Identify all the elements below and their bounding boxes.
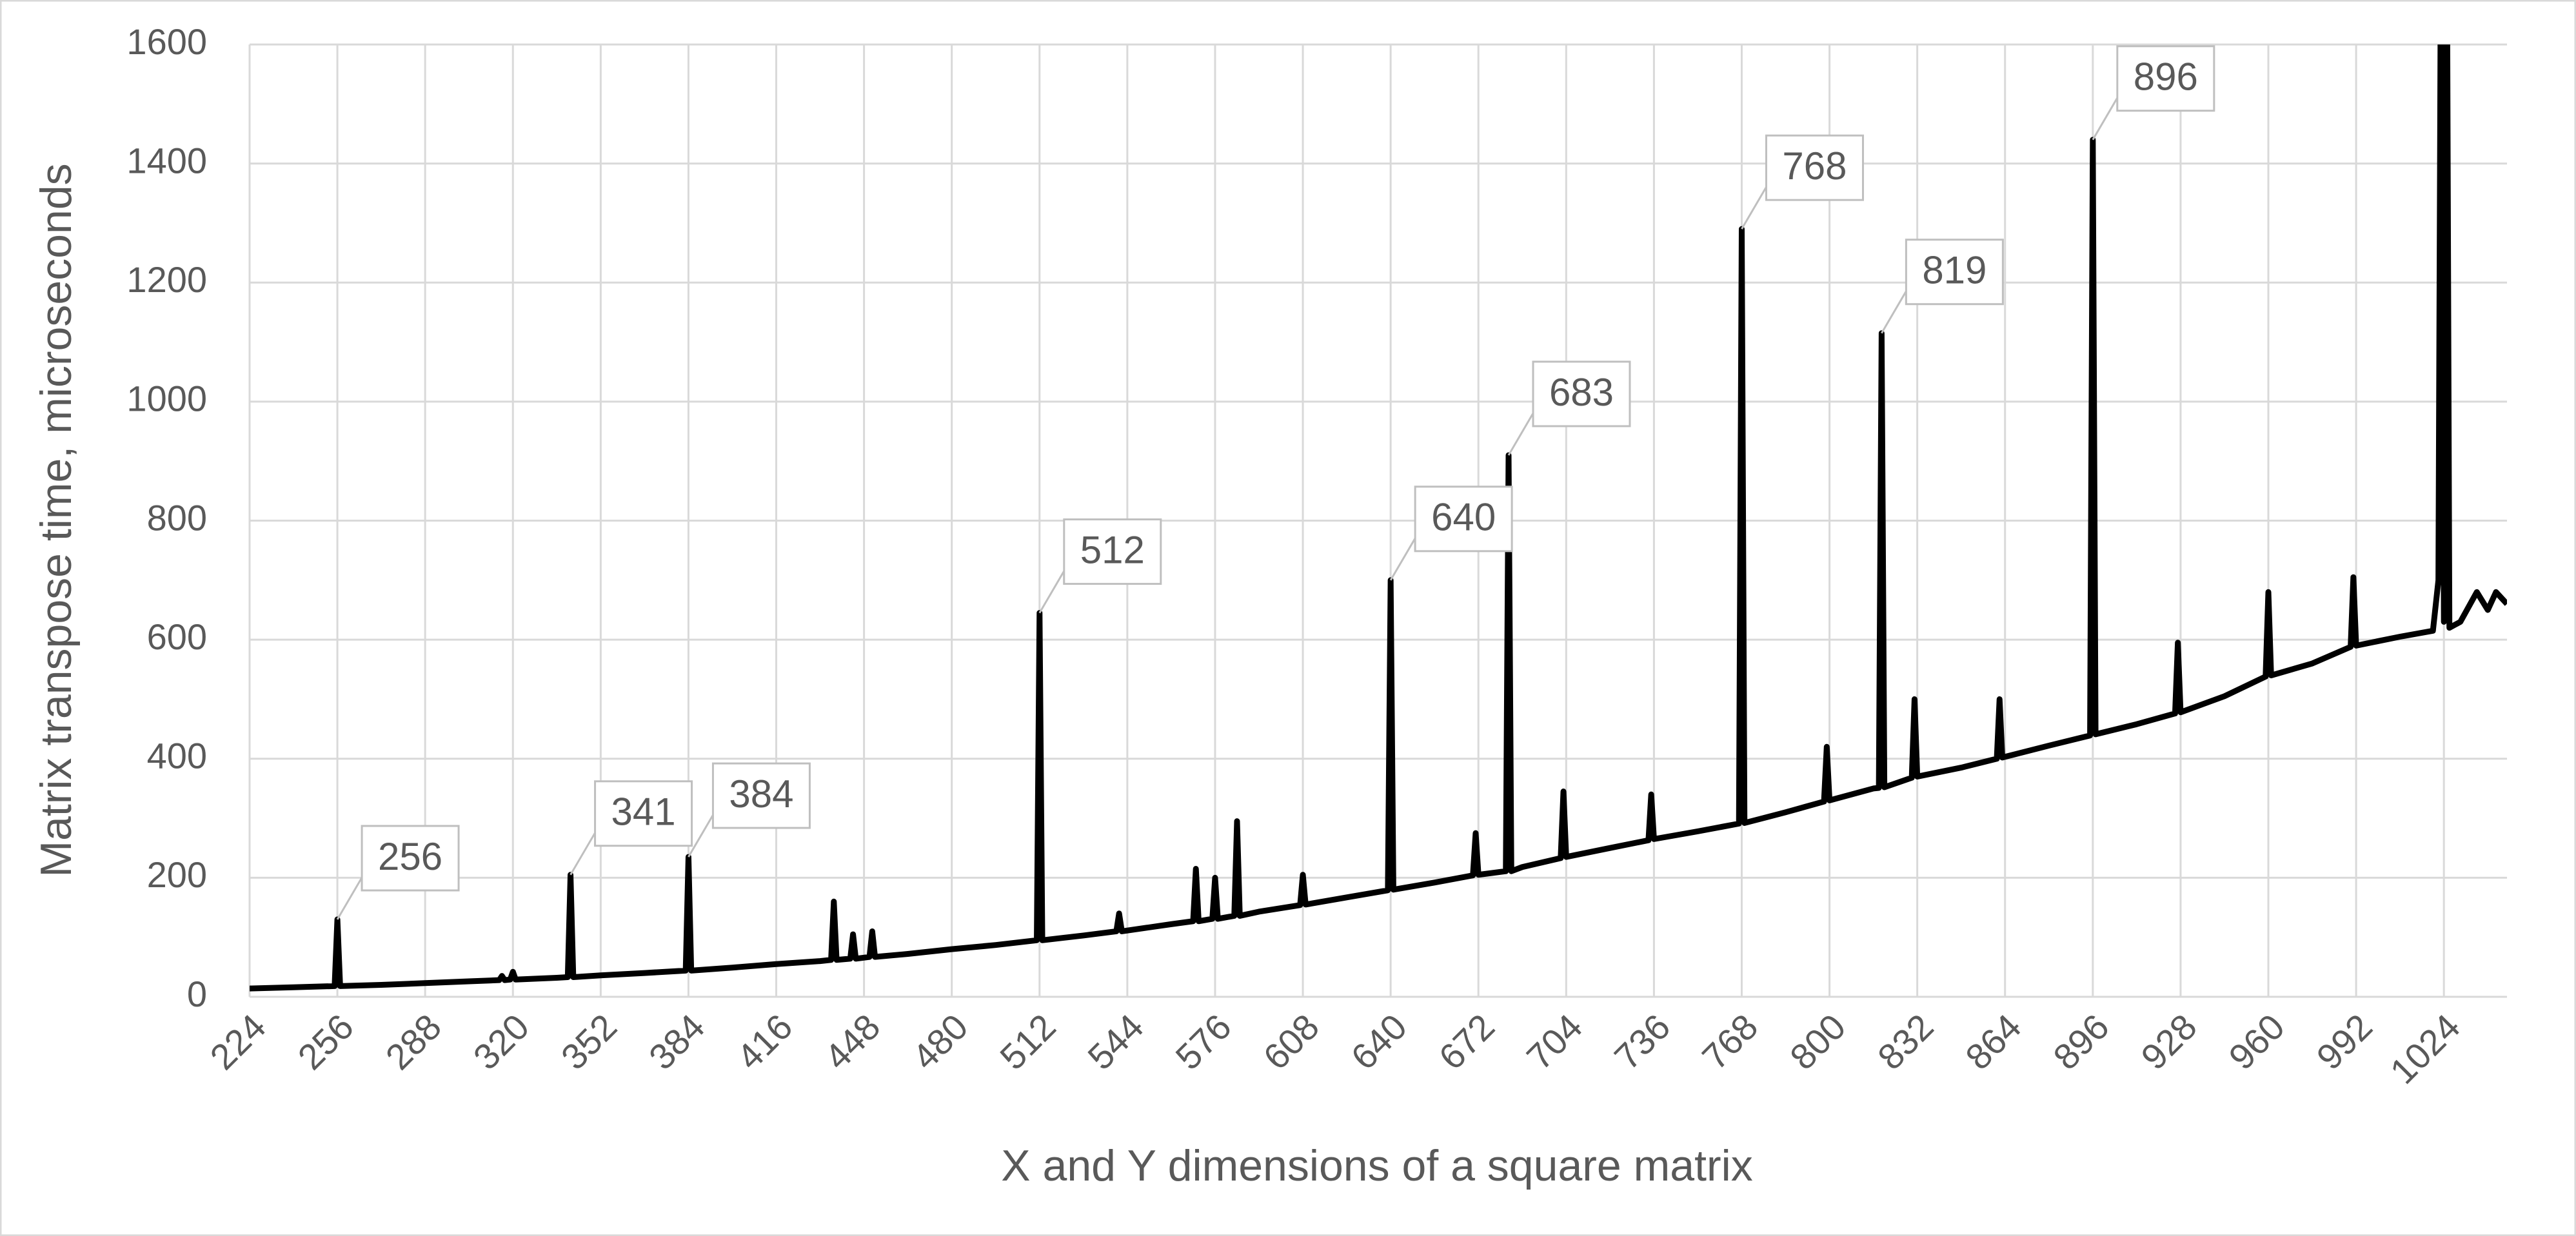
annotation-box	[361, 825, 460, 892]
annotation-box	[1063, 518, 1162, 585]
y-tick-label: 1600	[126, 21, 207, 62]
x-axis-title: X and Y dimensions of a square matrix	[1001, 1141, 1752, 1190]
annotation-label: 683	[1549, 371, 1614, 414]
y-tick-label: 200	[147, 854, 207, 895]
annotation-label: 256	[378, 835, 442, 878]
annotation-box	[594, 780, 693, 847]
annotation-label: 819	[1922, 249, 1986, 292]
data-line	[250, 44, 2507, 992]
annotation-label: 341	[611, 790, 676, 834]
annotation-box	[711, 762, 811, 829]
annotation-label: 768	[1782, 144, 1847, 188]
y-tick-label: 0	[187, 974, 207, 1014]
annotation-box	[2116, 45, 2215, 112]
annotation-box	[1765, 134, 1864, 201]
annotation-label: 896	[2134, 55, 2198, 99]
y-tick-label: 600	[147, 616, 207, 657]
annotation-box	[1905, 239, 2004, 306]
annotation-label: 384	[729, 772, 793, 816]
annotation-label: 640	[1431, 496, 1496, 539]
y-axis-title: Matrix transpose time, microseconds	[32, 163, 81, 877]
y-tick-label: 800	[147, 497, 207, 538]
y-tick-label: 1400	[126, 140, 207, 181]
annotation-box	[1414, 486, 1513, 553]
y-tick-label: 1000	[126, 378, 207, 419]
y-tick-label: 1200	[126, 259, 207, 300]
annotation-box	[1532, 360, 1631, 427]
annotation-label: 512	[1080, 528, 1145, 571]
plot-area	[250, 44, 2507, 992]
y-tick-label: 400	[147, 736, 207, 776]
